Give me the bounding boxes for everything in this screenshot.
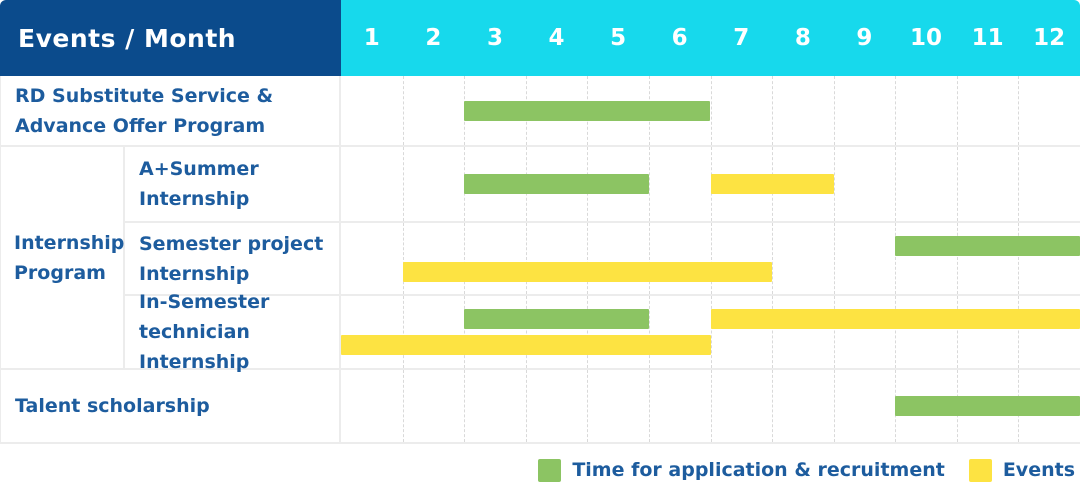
month-gridline (649, 223, 650, 294)
row-label-line: Advance Offer Program (15, 111, 339, 141)
row-label-line: Semester project (139, 229, 339, 259)
month-gridline (895, 296, 896, 368)
group-internship-program: Internship Program A+Summer Internship S… (1, 147, 1080, 370)
yellow-gantt-bar (403, 262, 773, 282)
month-gridline (464, 296, 465, 368)
green-gantt-bar (895, 236, 1080, 256)
month-gridline (834, 296, 835, 368)
legend-label: Time for application & recruitment (572, 459, 945, 481)
timeline-semester-project (341, 223, 1080, 294)
month-gridline (403, 296, 404, 368)
green-gantt-bar (464, 101, 710, 121)
month-header-1: 1 (341, 0, 403, 76)
row-label-line: In-Semester (139, 287, 339, 317)
legend-yellow-swatch-icon (969, 459, 992, 482)
month-header-8: 8 (772, 0, 834, 76)
group-label-line: Internship (14, 228, 123, 258)
month-header-12: 12 (1018, 0, 1080, 76)
row-label-line: technician Internship (139, 317, 339, 377)
legend-green-swatch-icon (538, 459, 561, 482)
yellow-gantt-bar (711, 309, 1080, 329)
month-header-7: 7 (710, 0, 772, 76)
yellow-gantt-bar (341, 335, 711, 355)
month-header-9: 9 (834, 0, 896, 76)
row-talent-scholarship: Talent scholarship (1, 370, 1080, 444)
month-header-3: 3 (464, 0, 526, 76)
month-gridline (957, 296, 958, 368)
row-label-rd-substitute: RD Substitute Service & Advance Offer Pr… (1, 76, 341, 145)
legend: Time for application & recruitment Event… (0, 444, 1080, 496)
green-gantt-bar (464, 309, 649, 329)
month-gridline (772, 296, 773, 368)
month-gridline (834, 223, 835, 294)
month-header-5: 5 (587, 0, 649, 76)
row-label-semester-project: Semester project Internship (125, 223, 341, 294)
month-gridline (403, 223, 404, 294)
row-label-insemester-technician: In-Semester technician Internship (125, 296, 341, 368)
month-gridline (526, 223, 527, 294)
yellow-gantt-bar (711, 174, 834, 194)
bar-track (341, 236, 1080, 256)
month-gridline (711, 296, 712, 368)
timeline-aplus-summer (341, 147, 1080, 221)
month-header-4: 4 (526, 0, 588, 76)
bar-track (341, 262, 1080, 282)
gantt-body: RD Substitute Service & Advance Offer Pr… (0, 76, 1080, 444)
timeline-talent-scholarship (341, 370, 1080, 442)
row-label-line: A+Summer (139, 154, 339, 184)
row-label-aplus-summer: A+Summer Internship (125, 147, 341, 221)
bar-track (341, 396, 1080, 416)
month-gridline (1018, 296, 1019, 368)
row-label-line: RD Substitute Service & (15, 81, 339, 111)
timeline-rd-substitute (341, 76, 1080, 145)
events-month-header: Events / Month (0, 0, 341, 76)
group-rows: A+Summer Internship Semester project Int… (125, 147, 1080, 368)
bar-track (341, 309, 1080, 329)
bar-track (341, 101, 1080, 121)
month-header-11: 11 (957, 0, 1019, 76)
row-label-talent-scholarship: Talent scholarship (1, 370, 341, 442)
group-label-line: Program (14, 258, 123, 288)
legend-label: Events (1003, 459, 1075, 481)
month-header-10: 10 (895, 0, 957, 76)
group-label-internship-program: Internship Program (1, 147, 125, 368)
row-semester-project: Semester project Internship (125, 221, 1080, 294)
legend-item-events: Events (969, 459, 1075, 482)
green-gantt-bar (464, 174, 649, 194)
month-gridline (526, 296, 527, 368)
month-gridline (957, 223, 958, 294)
green-gantt-bar (895, 396, 1080, 416)
month-gridline (649, 296, 650, 368)
row-label-line: Internship (139, 259, 339, 289)
month-gridline (1018, 223, 1019, 294)
bar-track (341, 174, 1080, 194)
legend-item-application: Time for application & recruitment (538, 459, 945, 482)
row-label-line: Talent scholarship (15, 391, 339, 421)
month-gridline (587, 223, 588, 294)
row-aplus-summer: A+Summer Internship (125, 147, 1080, 221)
month-gridline (895, 223, 896, 294)
bar-track (341, 335, 1080, 355)
row-insemester-technician: In-Semester technician Internship (125, 294, 1080, 368)
month-gridline (464, 223, 465, 294)
timeline-insemester-technician (341, 296, 1080, 368)
month-gridline (587, 296, 588, 368)
month-header-6: 6 (649, 0, 711, 76)
month-gridline (711, 223, 712, 294)
row-label-line: Internship (139, 184, 339, 214)
month-header-2: 2 (403, 0, 465, 76)
row-rd-substitute: RD Substitute Service & Advance Offer Pr… (1, 76, 1080, 147)
month-gridline (772, 223, 773, 294)
